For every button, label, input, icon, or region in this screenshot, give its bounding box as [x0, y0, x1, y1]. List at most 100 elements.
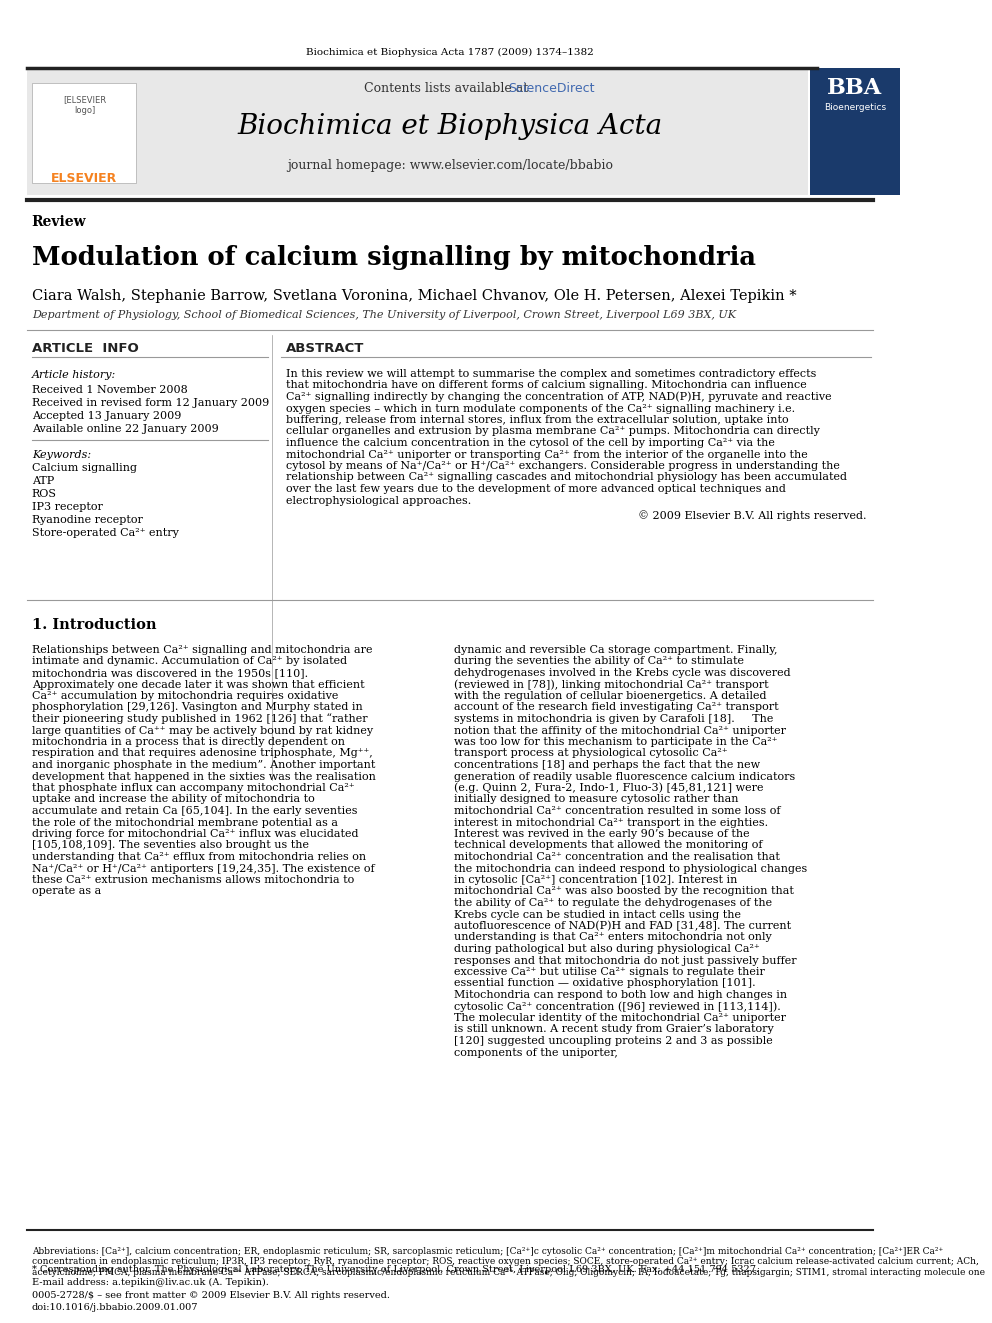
Text: * Corresponding author. The Physiological Laboratory, The University of Liverpoo: * Corresponding author. The Physiologica…: [32, 1266, 759, 1274]
Text: interest in mitochondrial Ca²⁺ transport in the eighties.: interest in mitochondrial Ca²⁺ transport…: [453, 818, 768, 827]
Text: uptake and increase the ability of mitochondria to: uptake and increase the ability of mitoc…: [32, 795, 314, 804]
Text: the role of the mitochondrial membrane potential as a: the role of the mitochondrial membrane p…: [32, 818, 337, 827]
Text: the mitochondria can indeed respond to physiological changes: the mitochondria can indeed respond to p…: [453, 864, 806, 873]
Text: IP3 receptor: IP3 receptor: [32, 501, 102, 512]
Text: journal homepage: www.elsevier.com/locate/bbabio: journal homepage: www.elsevier.com/locat…: [287, 159, 613, 172]
Text: Contents lists available at: Contents lists available at: [364, 82, 537, 94]
Text: systems in mitochondria is given by Carafoli [18].     The: systems in mitochondria is given by Cara…: [453, 714, 773, 724]
Text: initially designed to measure cytosolic rather than: initially designed to measure cytosolic …: [453, 795, 738, 804]
Text: and inorganic phosphate in the medium”. Another important: and inorganic phosphate in the medium”. …: [32, 759, 375, 770]
Text: E-mail address: a.tepikin@liv.ac.uk (A. Tepikin).: E-mail address: a.tepikin@liv.ac.uk (A. …: [32, 1278, 269, 1286]
Text: that mitochondria have on different forms of calcium signalling. Mitochondria ca: that mitochondria have on different form…: [286, 381, 806, 390]
Text: Accepted 13 January 2009: Accepted 13 January 2009: [32, 411, 182, 421]
Text: large quantities of Ca⁺⁺ may be actively bound by rat kidney: large quantities of Ca⁺⁺ may be actively…: [32, 725, 373, 736]
Text: ATP: ATP: [32, 476, 54, 486]
Text: ROS: ROS: [32, 490, 57, 499]
Text: mitochondrial Ca²⁺ concentration and the realisation that: mitochondrial Ca²⁺ concentration and the…: [453, 852, 780, 863]
Text: relationship between Ca²⁺ signalling cascades and mitochondrial physiology has b: relationship between Ca²⁺ signalling cas…: [286, 472, 847, 483]
Text: [105,108,109]. The seventies also brought us the: [105,108,109]. The seventies also brough…: [32, 840, 309, 851]
Text: Received 1 November 2008: Received 1 November 2008: [32, 385, 187, 396]
Text: understanding is that Ca²⁺ enters mitochondria not only: understanding is that Ca²⁺ enters mitoch…: [453, 933, 772, 942]
Text: mitochondrial Ca²⁺ uniporter or transporting Ca²⁺ from the interior of the organ: mitochondrial Ca²⁺ uniporter or transpor…: [286, 450, 807, 459]
Text: operate as a: operate as a: [32, 886, 101, 897]
Text: Received in revised form 12 January 2009: Received in revised form 12 January 2009: [32, 398, 269, 407]
Bar: [27, 67, 173, 194]
Text: 1. Introduction: 1. Introduction: [32, 618, 157, 632]
Bar: [810, 67, 900, 194]
Text: their pioneering study published in 1962 [126] that “rather: their pioneering study published in 1962…: [32, 713, 367, 725]
Text: (e.g. Quinn 2, Fura-2, Indo-1, Fluo-3) [45,81,121] were: (e.g. Quinn 2, Fura-2, Indo-1, Fluo-3) […: [453, 783, 763, 794]
Text: dynamic and reversible Ca storage compartment. Finally,: dynamic and reversible Ca storage compar…: [453, 646, 777, 655]
Text: © 2009 Elsevier B.V. All rights reserved.: © 2009 Elsevier B.V. All rights reserved…: [638, 511, 867, 521]
Text: concentrations [18] and perhaps the fact that the new: concentrations [18] and perhaps the fact…: [453, 759, 760, 770]
Text: Store-operated Ca²⁺ entry: Store-operated Ca²⁺ entry: [32, 528, 179, 538]
Text: buffering, release from internal stores, influx from the extracellular solution,: buffering, release from internal stores,…: [286, 415, 789, 425]
Text: Bioenergetics: Bioenergetics: [823, 103, 886, 112]
Text: with the regulation of cellular bioenergetics. A detailed: with the regulation of cellular bioenerg…: [453, 691, 766, 701]
Text: that phosphate influx can accompany mitochondrial Ca²⁺: that phosphate influx can accompany mito…: [32, 783, 354, 792]
Text: influence the calcium concentration in the cytosol of the cell by importing Ca²⁺: influence the calcium concentration in t…: [286, 438, 775, 448]
Text: electrophysiological approaches.: electrophysiological approaches.: [286, 496, 471, 505]
Text: Approximately one decade later it was shown that efficient: Approximately one decade later it was sh…: [32, 680, 364, 689]
Text: 0005-2728/$ – see front matter © 2009 Elsevier B.V. All rights reserved.: 0005-2728/$ – see front matter © 2009 El…: [32, 1291, 390, 1301]
Text: ABSTRACT: ABSTRACT: [286, 341, 364, 355]
Text: these Ca²⁺ extrusion mechanisms allows mitochondria to: these Ca²⁺ extrusion mechanisms allows m…: [32, 875, 354, 885]
Text: Ryanodine receptor: Ryanodine receptor: [32, 515, 143, 525]
Text: ELSEVIER: ELSEVIER: [52, 172, 117, 184]
Text: understanding that Ca²⁺ efflux from mitochondria relies on: understanding that Ca²⁺ efflux from mito…: [32, 852, 366, 863]
Text: notion that the affinity of the mitochondrial Ca²⁺ uniporter: notion that the affinity of the mitochon…: [453, 725, 786, 736]
Text: mitochondria was discovered in the 1950s [110].: mitochondria was discovered in the 1950s…: [32, 668, 308, 677]
Text: accumulate and retain Ca [65,104]. In the early seventies: accumulate and retain Ca [65,104]. In th…: [32, 806, 357, 816]
Text: Mitochondria can respond to both low and high changes in: Mitochondria can respond to both low and…: [453, 990, 787, 1000]
Text: Ca²⁺ signalling indirectly by changing the concentration of ATP, NAD(P)H, pyruva: Ca²⁺ signalling indirectly by changing t…: [286, 392, 831, 402]
Text: driving force for mitochondrial Ca²⁺ influx was elucidated: driving force for mitochondrial Ca²⁺ inf…: [32, 830, 358, 839]
Text: intimate and dynamic. Accumulation of Ca²⁺ by isolated: intimate and dynamic. Accumulation of Ca…: [32, 656, 347, 667]
Text: technical developments that allowed the monitoring of: technical developments that allowed the …: [453, 840, 762, 851]
Text: oxygen species – which in turn modulate components of the Ca²⁺ signalling machin: oxygen species – which in turn modulate …: [286, 404, 795, 414]
Bar: [32, 83, 136, 183]
Text: Modulation of calcium signalling by mitochondria: Modulation of calcium signalling by mito…: [32, 246, 756, 270]
Text: Keywords:: Keywords:: [32, 450, 91, 460]
Text: is still unknown. A recent study from Graier’s laboratory: is still unknown. A recent study from Gr…: [453, 1024, 774, 1035]
Text: Review: Review: [32, 216, 86, 229]
Text: during pathological but also during physiological Ca²⁺: during pathological but also during phys…: [453, 945, 760, 954]
Text: generation of readily usable fluorescence calcium indicators: generation of readily usable fluorescenc…: [453, 771, 795, 782]
Text: during the seventies the ability of Ca²⁺ to stimulate: during the seventies the ability of Ca²⁺…: [453, 656, 744, 667]
Text: cellular organelles and extrusion by plasma membrane Ca²⁺ pumps. Mitochondria ca: cellular organelles and extrusion by pla…: [286, 426, 819, 437]
Text: autofluorescence of NAD(P)H and FAD [31,48]. The current: autofluorescence of NAD(P)H and FAD [31,…: [453, 921, 791, 931]
Text: cytosol by means of Na⁺/Ca²⁺ or H⁺/Ca²⁺ exchangers. Considerable progress in und: cytosol by means of Na⁺/Ca²⁺ or H⁺/Ca²⁺ …: [286, 460, 839, 471]
Text: transport process at physiological cytosolic Ca²⁺: transport process at physiological cytos…: [453, 749, 727, 758]
Text: doi:10.1016/j.bbabio.2009.01.007: doi:10.1016/j.bbabio.2009.01.007: [32, 1303, 198, 1312]
Text: Abbreviations: [Ca²⁺], calcium concentration; ER, endoplasmic reticulum; SR, sar: Abbreviations: [Ca²⁺], calcium concentra…: [32, 1248, 985, 1277]
Text: responses and that mitochondria do not just passively buffer: responses and that mitochondria do not j…: [453, 955, 797, 966]
Text: Krebs cycle can be studied in intact cells using the: Krebs cycle can be studied in intact cel…: [453, 909, 741, 919]
Text: cytosolic Ca²⁺ concentration ([96] reviewed in [113,114]).: cytosolic Ca²⁺ concentration ([96] revie…: [453, 1002, 781, 1012]
Text: ARTICLE  INFO: ARTICLE INFO: [32, 341, 139, 355]
Text: In this review we will attempt to summarise the complex and sometimes contradict: In this review we will attempt to summar…: [286, 369, 816, 378]
Text: Article history:: Article history:: [32, 370, 116, 380]
Text: ScienceDirect: ScienceDirect: [508, 82, 594, 94]
Text: (reviewed in [78]), linking mitochondrial Ca²⁺ transport: (reviewed in [78]), linking mitochondria…: [453, 679, 769, 689]
Bar: [27, 67, 807, 194]
Text: mitochondrial Ca²⁺ was also boosted by the recognition that: mitochondrial Ca²⁺ was also boosted by t…: [453, 886, 794, 897]
Text: account of the research field investigating Ca²⁺ transport: account of the research field investigat…: [453, 703, 779, 713]
Text: mitochondria in a process that is directly dependent on: mitochondria in a process that is direct…: [32, 737, 345, 747]
Text: Biochimica et Biophysica Acta 1787 (2009) 1374–1382: Biochimica et Biophysica Acta 1787 (2009…: [307, 48, 594, 57]
Text: Ciara Walsh, Stephanie Barrow, Svetlana Voronina, Michael Chvanov, Ole H. Peters: Ciara Walsh, Stephanie Barrow, Svetlana …: [32, 288, 797, 303]
Text: Na⁺/Ca²⁺ or H⁺/Ca²⁺ antiporters [19,24,35]. The existence of: Na⁺/Ca²⁺ or H⁺/Ca²⁺ antiporters [19,24,3…: [32, 864, 374, 873]
Text: dehydrogenases involved in the Krebs cycle was discovered: dehydrogenases involved in the Krebs cyc…: [453, 668, 791, 677]
Text: over the last few years due to the development of more advanced optical techniqu: over the last few years due to the devel…: [286, 484, 786, 493]
Text: the ability of Ca²⁺ to regulate the dehydrogenases of the: the ability of Ca²⁺ to regulate the dehy…: [453, 898, 772, 908]
Text: Calcium signalling: Calcium signalling: [32, 463, 137, 474]
Text: Biochimica et Biophysica Acta: Biochimica et Biophysica Acta: [237, 114, 663, 140]
Text: excessive Ca²⁺ but utilise Ca²⁺ signals to regulate their: excessive Ca²⁺ but utilise Ca²⁺ signals …: [453, 967, 765, 976]
Text: Department of Physiology, School of Biomedical Sciences, The University of Liver: Department of Physiology, School of Biom…: [32, 310, 736, 320]
Text: respiration and that requires adenosine triphosphate, Mg⁺⁺,: respiration and that requires adenosine …: [32, 749, 373, 758]
Text: mitochondrial Ca²⁺ concentration resulted in some loss of: mitochondrial Ca²⁺ concentration resulte…: [453, 806, 781, 816]
Text: [ELSEVIER
logo]: [ELSEVIER logo]: [62, 95, 106, 115]
Text: development that happened in the sixties was the realisation: development that happened in the sixties…: [32, 771, 376, 782]
Text: BBA: BBA: [827, 77, 882, 99]
Text: Available online 22 January 2009: Available online 22 January 2009: [32, 423, 218, 434]
Text: Relationships between Ca²⁺ signalling and mitochondria are: Relationships between Ca²⁺ signalling an…: [32, 646, 372, 655]
Text: phosphorylation [29,126]. Vasington and Murphy stated in: phosphorylation [29,126]. Vasington and …: [32, 703, 362, 713]
